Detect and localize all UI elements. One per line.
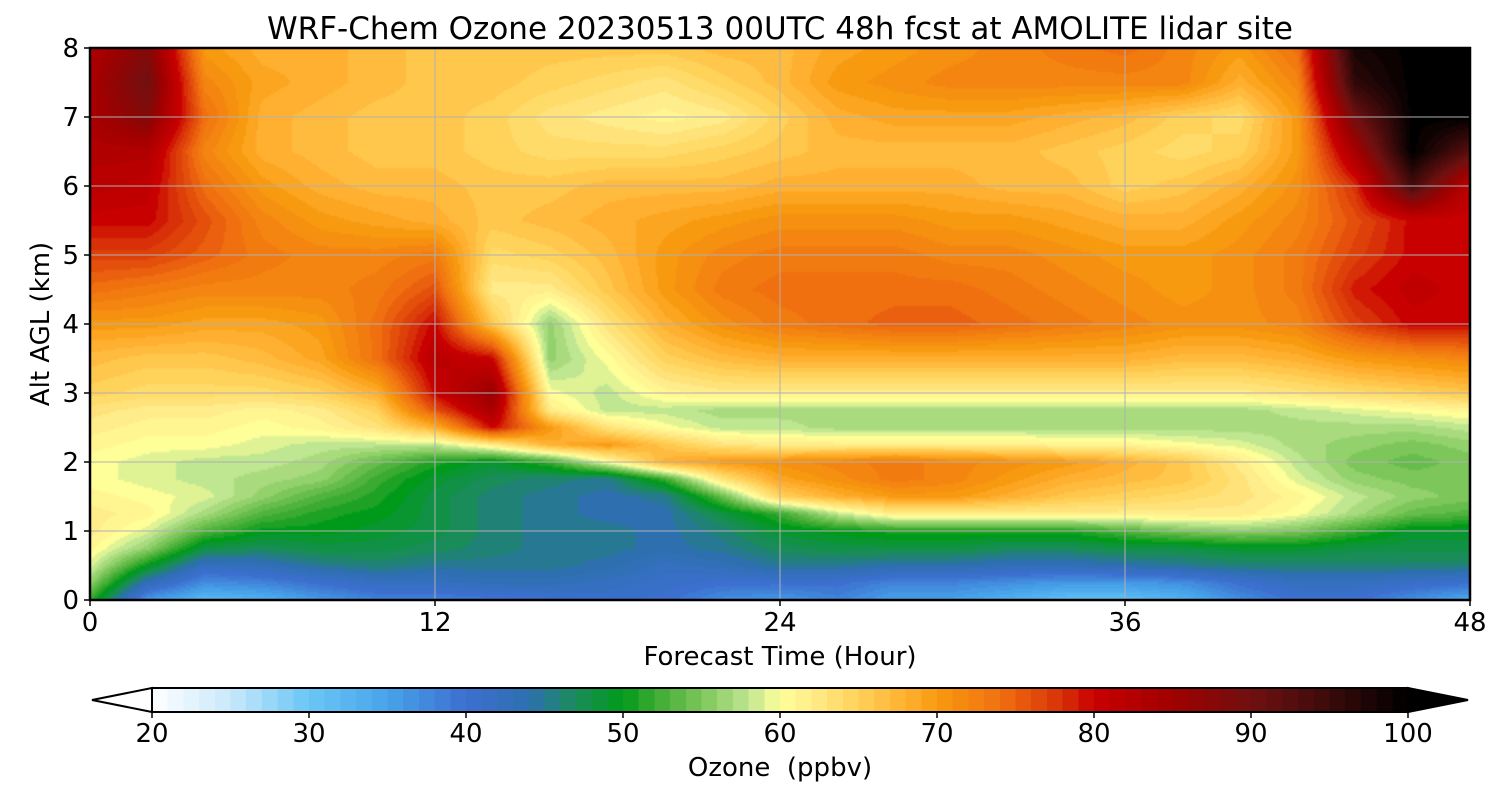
x-axis-label: Forecast Time (Hour) (643, 642, 916, 672)
x-tick-label: 36 (1108, 608, 1141, 638)
x-axis: 0 12 24 36 48 (82, 600, 1487, 638)
plot-area (88, 46, 1472, 602)
colorbar-tick-label: 100 (1383, 719, 1433, 749)
colorbar-ticks: 20 30 40 50 60 70 80 90 100 (135, 712, 1433, 749)
colorbar-tick-label: 30 (292, 719, 325, 749)
y-tick-label: 4 (62, 310, 79, 340)
y-tick-label: 7 (62, 103, 79, 133)
y-tick-label: 6 (62, 172, 79, 202)
colorbar-tick-label: 40 (449, 719, 482, 749)
y-tick-label: 1 (62, 517, 79, 547)
colorbar-tick-label: 70 (920, 719, 953, 749)
colorbar-tick-label: 80 (1077, 719, 1110, 749)
x-tick-label: 48 (1453, 608, 1486, 638)
y-tick-label: 2 (62, 448, 79, 478)
colorbar-tick-label: 20 (135, 719, 168, 749)
colorbar-tick-label: 90 (1234, 719, 1267, 749)
y-tick-label: 8 (62, 34, 79, 64)
colorbar-label: Ozone (ppbv) (688, 753, 872, 783)
y-tick-label: 0 (62, 586, 79, 616)
chart-title: WRF-Chem Ozone 20230513 00UTC 48h fcst a… (267, 11, 1293, 47)
colorbar-extend-low (91, 686, 153, 714)
colorbar-gradient (152, 688, 1408, 712)
colorbar-tick-label: 60 (763, 719, 796, 749)
y-tick-label: 3 (62, 379, 79, 409)
x-tick-label: 24 (763, 608, 796, 638)
colorbar-extend-high (1407, 686, 1469, 714)
y-tick-label: 5 (62, 241, 79, 271)
y-axis-label: Alt AGL (km) (26, 242, 56, 406)
x-tick-label: 12 (418, 608, 451, 638)
x-tick-label: 0 (82, 608, 99, 638)
colorbar: 20 30 40 50 60 70 80 90 100 Ozone (ppbv) (91, 686, 1469, 783)
y-axis: 0 1 2 3 4 5 6 7 8 (62, 34, 90, 616)
colorbar-tick-label: 50 (606, 719, 639, 749)
